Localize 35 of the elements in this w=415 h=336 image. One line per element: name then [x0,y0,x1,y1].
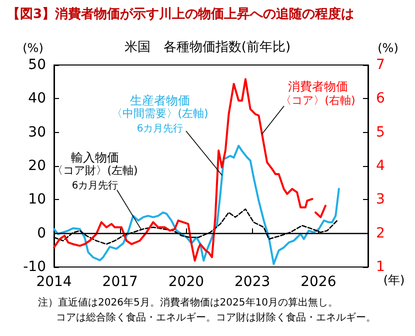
x-tick-label: 2014 [36,274,72,290]
line-series [53,144,340,265]
x-tick-label: 2026 [300,274,336,290]
x-axis-title: (年) [383,273,405,287]
y-tick-label: 50 [28,57,46,73]
y2-tick-label: 2 [376,225,385,242]
y2-axis-title: (%) [378,41,398,55]
y2-tick-label: 4 [376,158,385,174]
annotation: 6カ月先行 [72,180,118,192]
y-tick-label: 0 [37,225,46,242]
x-tick-label: 2023 [234,274,270,290]
y2-tick-label: 6 [376,90,385,107]
chart-subtitle: 米国 各種物価指数(前年比) [124,40,291,55]
text: コアは総合除く食品・エネルギー。コア財は財除く食品・エネルギー。 [56,312,376,324]
text: 生産者物価 [130,94,190,108]
annotation: 6カ月先行 [136,122,184,134]
text: 注）直近値は2026年5月。消費者物価は2025年10月の算出無し。 [38,296,338,308]
y2-tick-label: 7 [376,57,385,73]
y2-tick-label: 3 [376,192,385,208]
y-tick-label: 40 [28,90,46,107]
y2-tick-label: 5 [376,124,385,140]
y-tick-label: 20 [28,158,46,174]
annotation: 〈コア財〉(左軸) [52,164,138,177]
x-tick-label: 2020 [168,274,204,290]
chart-title: 【図3】消費者物価が示す川上の物価上昇への追随の程度は [7,6,354,22]
annotation: 〈コア〉(右軸) [280,94,356,107]
y-tick-label: 30 [28,124,46,140]
x-tick-label: 2017 [102,274,138,290]
text: 輸入物価 [71,150,119,164]
text: 消費者物価 [288,80,348,94]
y-tick-label: -10 [23,259,46,275]
annotation: 〈中間需要〉(左軸) [112,107,208,120]
y-axis-title: (%) [22,41,44,55]
y2-tick-label: 1 [376,259,385,275]
y-tick-label: 10 [28,192,46,208]
